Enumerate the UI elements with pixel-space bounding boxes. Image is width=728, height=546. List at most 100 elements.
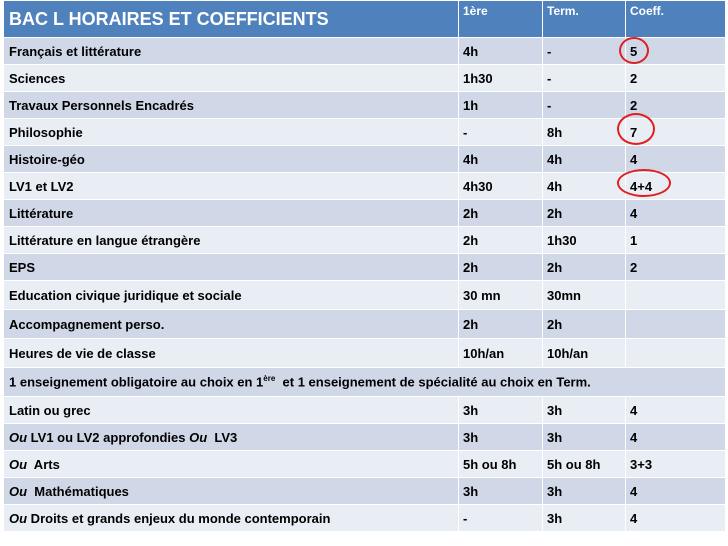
first-year-cell: 3h	[458, 396, 543, 424]
term-cell: -	[542, 37, 626, 65]
highlight-circle-lv	[617, 169, 671, 197]
coeff-cell	[625, 309, 726, 339]
term-cell: 4h	[542, 172, 626, 200]
first-year-cell: -	[458, 504, 543, 532]
first-year-cell: 10h/an	[458, 338, 543, 368]
first-year-cell: 1h	[458, 91, 543, 119]
subject-cell: Latin ou grec	[3, 396, 459, 424]
first-year-cell: 3h	[458, 477, 543, 505]
subject-cell: EPS	[3, 253, 459, 281]
first-year-cell: 30 mn	[458, 280, 543, 310]
first-year-cell: 3h	[458, 423, 543, 451]
first-year-cell: 1h30	[458, 64, 543, 92]
table-row: Sciences 1h30 - 2	[3, 64, 726, 92]
table-row: Education civique juridique et sociale 3…	[3, 280, 726, 310]
bac-table-container: BAC L HORAIRES ET COEFFICIENTS 1ère Term…	[3, 0, 726, 532]
subject-tail: LV3	[207, 429, 238, 445]
coeff-cell: 4	[625, 423, 726, 451]
coeff-cell: 2	[625, 253, 726, 281]
choice-note-part2: et 1 enseignement de spécialité au choix…	[275, 374, 591, 390]
first-year-cell: 4h	[458, 145, 543, 173]
subject-text: Arts	[27, 456, 60, 472]
first-year-cell: 5h ou 8h	[458, 450, 543, 478]
choice-note-part1: 1 enseignement obligatoire au choix en 1	[9, 374, 264, 390]
subject-cell: Histoire-géo	[3, 145, 459, 173]
subject-text: LV1 ou LV2 approfondies	[27, 429, 190, 445]
header-term: Term.	[542, 0, 626, 38]
coeff-cell: 4	[625, 504, 726, 532]
first-year-cell: 2h	[458, 226, 543, 254]
term-cell: 3h	[542, 423, 626, 451]
subject-cell: Education civique juridique et sociale	[3, 280, 459, 310]
table-row: Littérature 2h 2h 4	[3, 199, 726, 227]
first-year-cell: 2h	[458, 253, 543, 281]
term-cell: 3h	[542, 504, 626, 532]
table-row: Ou Mathématiques 3h 3h 4	[3, 477, 726, 505]
first-year-cell: -	[458, 118, 543, 146]
table-row: Ou Arts 5h ou 8h 5h ou 8h 3+3	[3, 450, 726, 478]
subject-cell: Ou Mathématiques	[3, 477, 459, 505]
bac-l-table: BAC L HORAIRES ET COEFFICIENTS 1ère Term…	[3, 0, 726, 532]
term-cell: 2h	[542, 253, 626, 281]
subject-cell: Philosophie	[3, 118, 459, 146]
ou-prefix: Ou	[9, 429, 28, 445]
ou-prefix: Ou	[9, 456, 28, 472]
first-year-cell: 2h	[458, 199, 543, 227]
table-header-row: BAC L HORAIRES ET COEFFICIENTS 1ère Term…	[3, 0, 726, 38]
coeff-cell: 1	[625, 226, 726, 254]
highlight-circle-francais	[619, 37, 649, 64]
subject-cell: Français et littérature	[3, 37, 459, 65]
header-coeff: Coeff.	[625, 0, 726, 38]
table-row: Travaux Personnels Encadrés 1h - 2	[3, 91, 726, 119]
subject-cell: Littérature	[3, 199, 459, 227]
term-cell: 3h	[542, 477, 626, 505]
subject-cell: Littérature en langue étrangère	[3, 226, 459, 254]
term-cell: 8h	[542, 118, 626, 146]
first-year-cell: 4h	[458, 37, 543, 65]
subject-cell: Ou Arts	[3, 450, 459, 478]
term-cell: 10h/an	[542, 338, 626, 368]
table-row: Littérature en langue étrangère 2h 1h30 …	[3, 226, 726, 254]
table-row: EPS 2h 2h 2	[3, 253, 726, 281]
table-row: Histoire-géo 4h 4h 4	[3, 145, 726, 173]
first-year-cell: 4h30	[458, 172, 543, 200]
table-row: Français et littérature 4h - 5	[3, 37, 726, 65]
table-row: Ou LV1 ou LV2 approfondies Ou LV3 3h 3h …	[3, 423, 726, 451]
choice-note-sup: ère	[263, 374, 276, 384]
term-cell: 2h	[542, 309, 626, 339]
coeff-cell: 2	[625, 64, 726, 92]
coeff-cell	[625, 280, 726, 310]
term-cell: 3h	[542, 396, 626, 424]
first-year-cell: 2h	[458, 309, 543, 339]
subject-text: Mathématiques	[27, 483, 129, 499]
term-cell: 2h	[542, 199, 626, 227]
term-cell: 1h30	[542, 226, 626, 254]
term-cell: 5h ou 8h	[542, 450, 626, 478]
term-cell: 4h	[542, 145, 626, 173]
table-row: Latin ou grec 3h 3h 4	[3, 396, 726, 424]
choice-note-row: 1 enseignement obligatoire au choix en 1…	[3, 367, 726, 397]
subject-text: Droits et grands enjeux du monde contemp…	[27, 510, 331, 526]
table-row: Philosophie - 8h 7	[3, 118, 726, 146]
subject-cell: Ou LV1 ou LV2 approfondies Ou LV3	[3, 423, 459, 451]
choice-note-cell: 1 enseignement obligatoire au choix en 1…	[3, 367, 726, 397]
coeff-cell: 3+3	[625, 450, 726, 478]
term-cell: 30mn	[542, 280, 626, 310]
subject-cell: LV1 et LV2	[3, 172, 459, 200]
ou-prefix: Ou	[9, 510, 28, 526]
coeff-cell	[625, 338, 726, 368]
highlight-circle-philosophie	[617, 113, 655, 145]
ou-mid-prefix: Ou	[189, 429, 208, 445]
term-cell: -	[542, 64, 626, 92]
coeff-cell: 4	[625, 199, 726, 227]
subject-cell: Travaux Personnels Encadrés	[3, 91, 459, 119]
ou-prefix: Ou	[9, 483, 28, 499]
coeff-cell: 4	[625, 396, 726, 424]
table-row: Heures de vie de classe 10h/an 10h/an	[3, 338, 726, 368]
table-row: Accompagnement perso. 2h 2h	[3, 309, 726, 339]
subject-cell: Ou Droits et grands enjeux du monde cont…	[3, 504, 459, 532]
header-1ere: 1ère	[458, 0, 543, 38]
subject-cell: Heures de vie de classe	[3, 338, 459, 368]
subject-cell: Accompagnement perso.	[3, 309, 459, 339]
coeff-cell: 4	[625, 145, 726, 173]
